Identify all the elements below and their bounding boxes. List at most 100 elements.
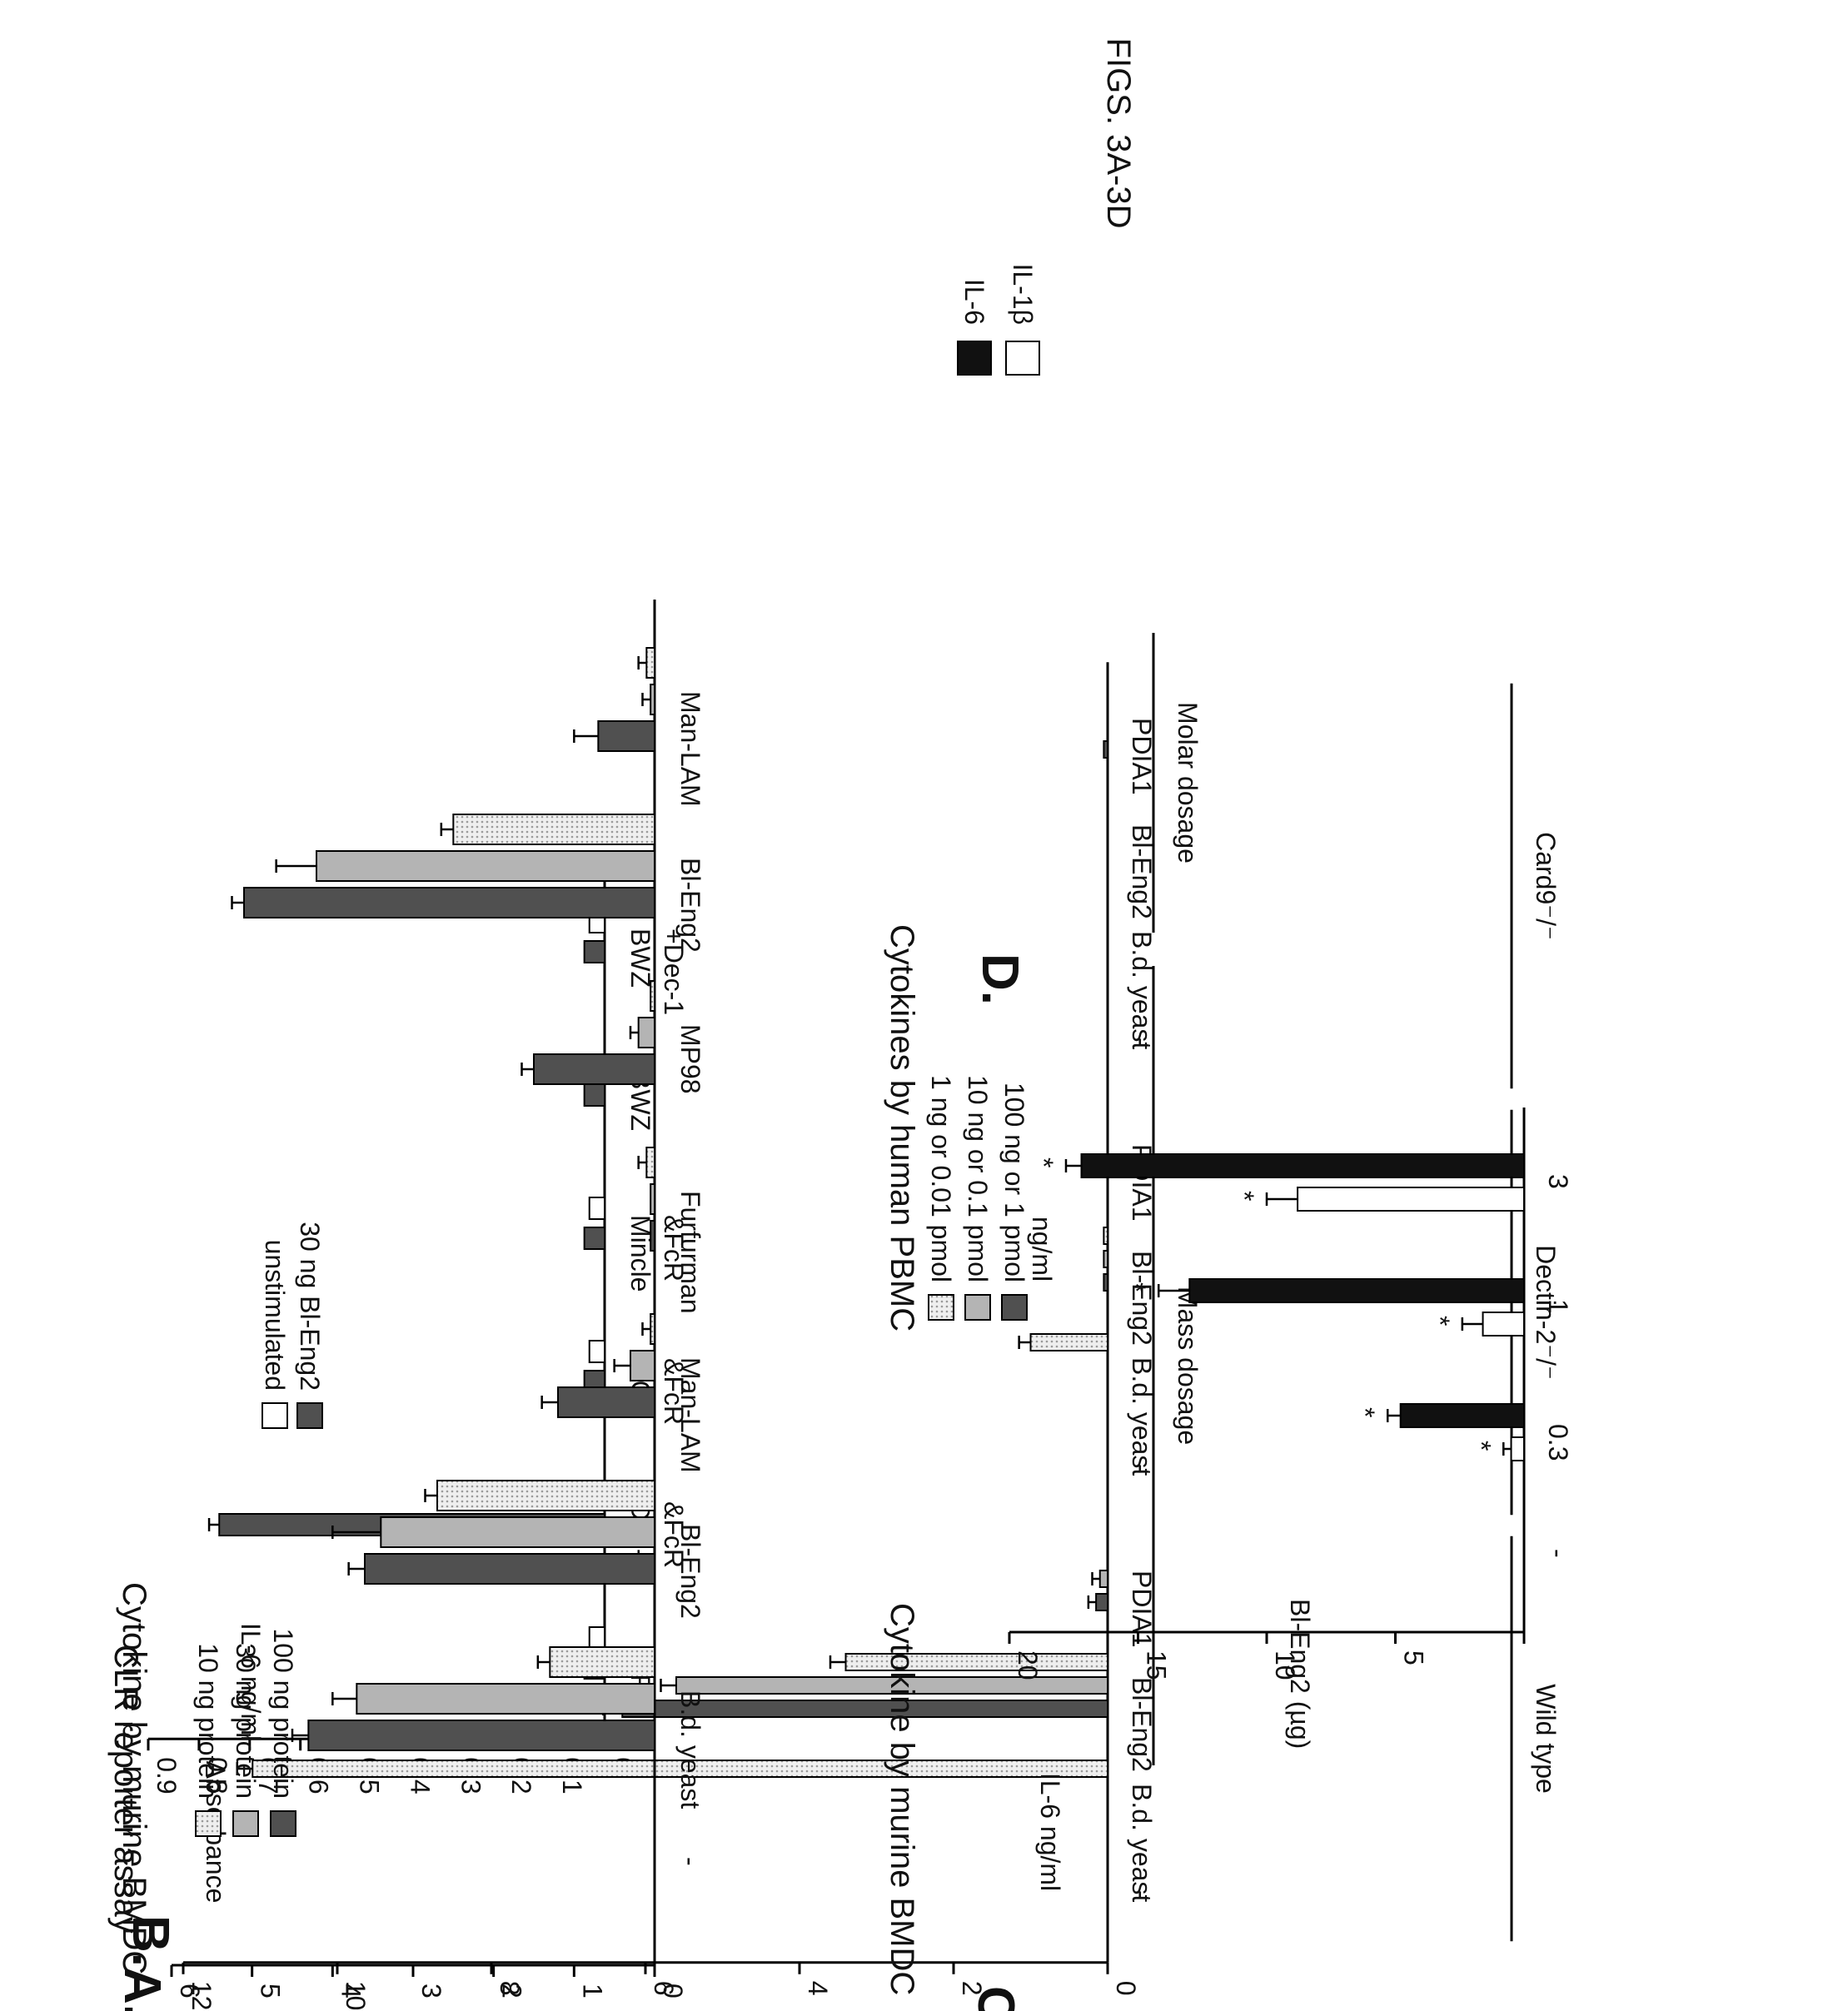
legend-label: 30 ng protein — [231, 1643, 261, 1799]
category-label: Bl-Eng2 — [675, 1524, 705, 1619]
panel-letter: C. — [967, 1986, 1024, 2011]
legend-label: 10 ng or 0.1 pmol — [963, 1075, 993, 1282]
bar — [650, 1220, 656, 1252]
value-tick-label: 4 — [803, 1981, 833, 1996]
category-label: &FcR — [659, 1215, 689, 1282]
category-label: - — [1543, 1549, 1573, 1558]
group-label: Card9⁻/⁻ — [1531, 832, 1561, 940]
value-tick-label: 12 — [187, 1981, 217, 2011]
bar — [588, 1626, 606, 1650]
bar — [1188, 1278, 1526, 1303]
bar — [1095, 1593, 1108, 1611]
panel-letter: A. — [113, 1967, 171, 2011]
group-label: Mass dosage — [1173, 1287, 1203, 1445]
legend-swatch — [296, 1402, 323, 1429]
panel-b-bar-chart: B.Cytokine by murine BMDC IL-6 ng/ml02468… — [116, 662, 1561, 2010]
legend-label: unstimulated — [260, 1240, 290, 1391]
bar — [1080, 1153, 1525, 1178]
bar — [1399, 1403, 1526, 1428]
panel-letter: D. — [971, 953, 1029, 1005]
category-label: - — [1127, 1890, 1157, 1899]
bar — [1098, 1570, 1108, 1588]
legend-label: 100 ng or 1 pmol — [999, 1083, 1029, 1282]
bar — [557, 1386, 655, 1418]
significance-mark: * — [1425, 1316, 1455, 1326]
category-label: MP98 — [675, 1024, 705, 1094]
legend-label: 100 ng protein — [268, 1628, 298, 1799]
legend-swatch — [1001, 1294, 1028, 1321]
bar — [588, 1197, 606, 1220]
category-label: B.d. yeast — [1127, 1784, 1157, 1902]
category-label: Bl-Eng2 — [1127, 1677, 1157, 1772]
bar — [630, 1350, 655, 1381]
bar — [1510, 1436, 1526, 1461]
legend-swatch — [262, 1402, 288, 1429]
bar — [650, 1313, 656, 1345]
value-tick-label: 0 — [658, 1984, 688, 1999]
bar — [650, 1183, 656, 1215]
category-label: Bl-Eng2 — [675, 858, 705, 953]
bar — [243, 887, 655, 918]
category-label: 3 — [1543, 1174, 1573, 1189]
legend-label: 10 ng protein — [193, 1643, 223, 1799]
bar — [637, 1017, 656, 1048]
bar — [1029, 1333, 1108, 1351]
bar — [645, 1147, 655, 1178]
bar — [650, 684, 656, 715]
panel-a-bar-chart: A.CLR reporter assayAbsorbance00.10.20.3… — [107, 850, 689, 2011]
bar — [533, 1053, 655, 1085]
bar — [583, 1227, 606, 1250]
value-tick-label: 10 — [1270, 1650, 1300, 1680]
value-tick-label: 20 — [1013, 1650, 1043, 1680]
value-tick-label: 0 — [1111, 1981, 1141, 1996]
legend-swatch — [964, 1294, 991, 1321]
bar — [1103, 1250, 1108, 1268]
figure-title: FIGS. 3A-3D — [1100, 38, 1137, 229]
category-label: B.d. yeast — [675, 1690, 705, 1809]
category-label: PDIA1 — [1127, 1570, 1157, 1647]
value-tick-label: 1 — [577, 1984, 607, 1999]
legend-swatch — [232, 1810, 259, 1837]
significance-mark: * — [1229, 1191, 1259, 1201]
bar — [583, 1083, 606, 1107]
category-label: Man-LAM — [675, 1357, 705, 1473]
panel-title: Cytokines by human PBMC — [884, 924, 920, 1332]
legend-swatch — [270, 1810, 296, 1837]
category-label: +Dec-1 — [659, 928, 689, 1015]
significance-mark: * — [1466, 1441, 1496, 1451]
category-label: &FcR — [659, 1501, 689, 1568]
bar — [1482, 1312, 1526, 1337]
bar — [307, 1720, 655, 1751]
group-label: Molar dosage — [1173, 702, 1203, 864]
category-label: &FcR — [659, 1358, 689, 1425]
significance-mark: * — [1121, 1282, 1151, 1292]
bar — [588, 1340, 606, 1363]
bar — [1103, 1273, 1108, 1292]
bar — [356, 1683, 655, 1715]
category-label: Furfurman — [675, 1191, 705, 1314]
legend-label: IL-1β — [1008, 263, 1038, 325]
legend-swatch — [928, 1294, 954, 1321]
category-label: B.d. yeast — [1127, 931, 1157, 1049]
value-tick-label: 0.9 — [152, 1757, 182, 1794]
legend-label: 1 ng or 0.01 pmol — [926, 1075, 956, 1282]
value-tick-label: 2 — [957, 1981, 987, 1996]
x-axis-label: Bl-Eng2 (µg) — [1285, 1599, 1315, 1749]
legend-label: 30 ng Bl-Eng2 — [295, 1222, 325, 1391]
category-label: - — [675, 1857, 705, 1866]
value-tick-label: 4 — [336, 1984, 366, 1999]
bar — [1297, 1187, 1525, 1212]
y-axis-label: ng/ml — [1027, 1217, 1057, 1282]
panel-title: CLR reporter assay — [107, 1645, 144, 1934]
category-label: 1 — [1543, 1299, 1573, 1314]
bar — [380, 1516, 655, 1548]
bar — [1103, 740, 1108, 759]
bar — [583, 940, 606, 963]
value-tick-label: 6 — [649, 1981, 679, 1996]
bar — [436, 1480, 655, 1511]
value-tick-label: 8 — [495, 1981, 525, 1996]
legend-swatch — [1005, 341, 1040, 376]
value-tick-label: 5 — [1399, 1650, 1429, 1665]
category-label: Bl-Eng2 — [1127, 1251, 1157, 1346]
